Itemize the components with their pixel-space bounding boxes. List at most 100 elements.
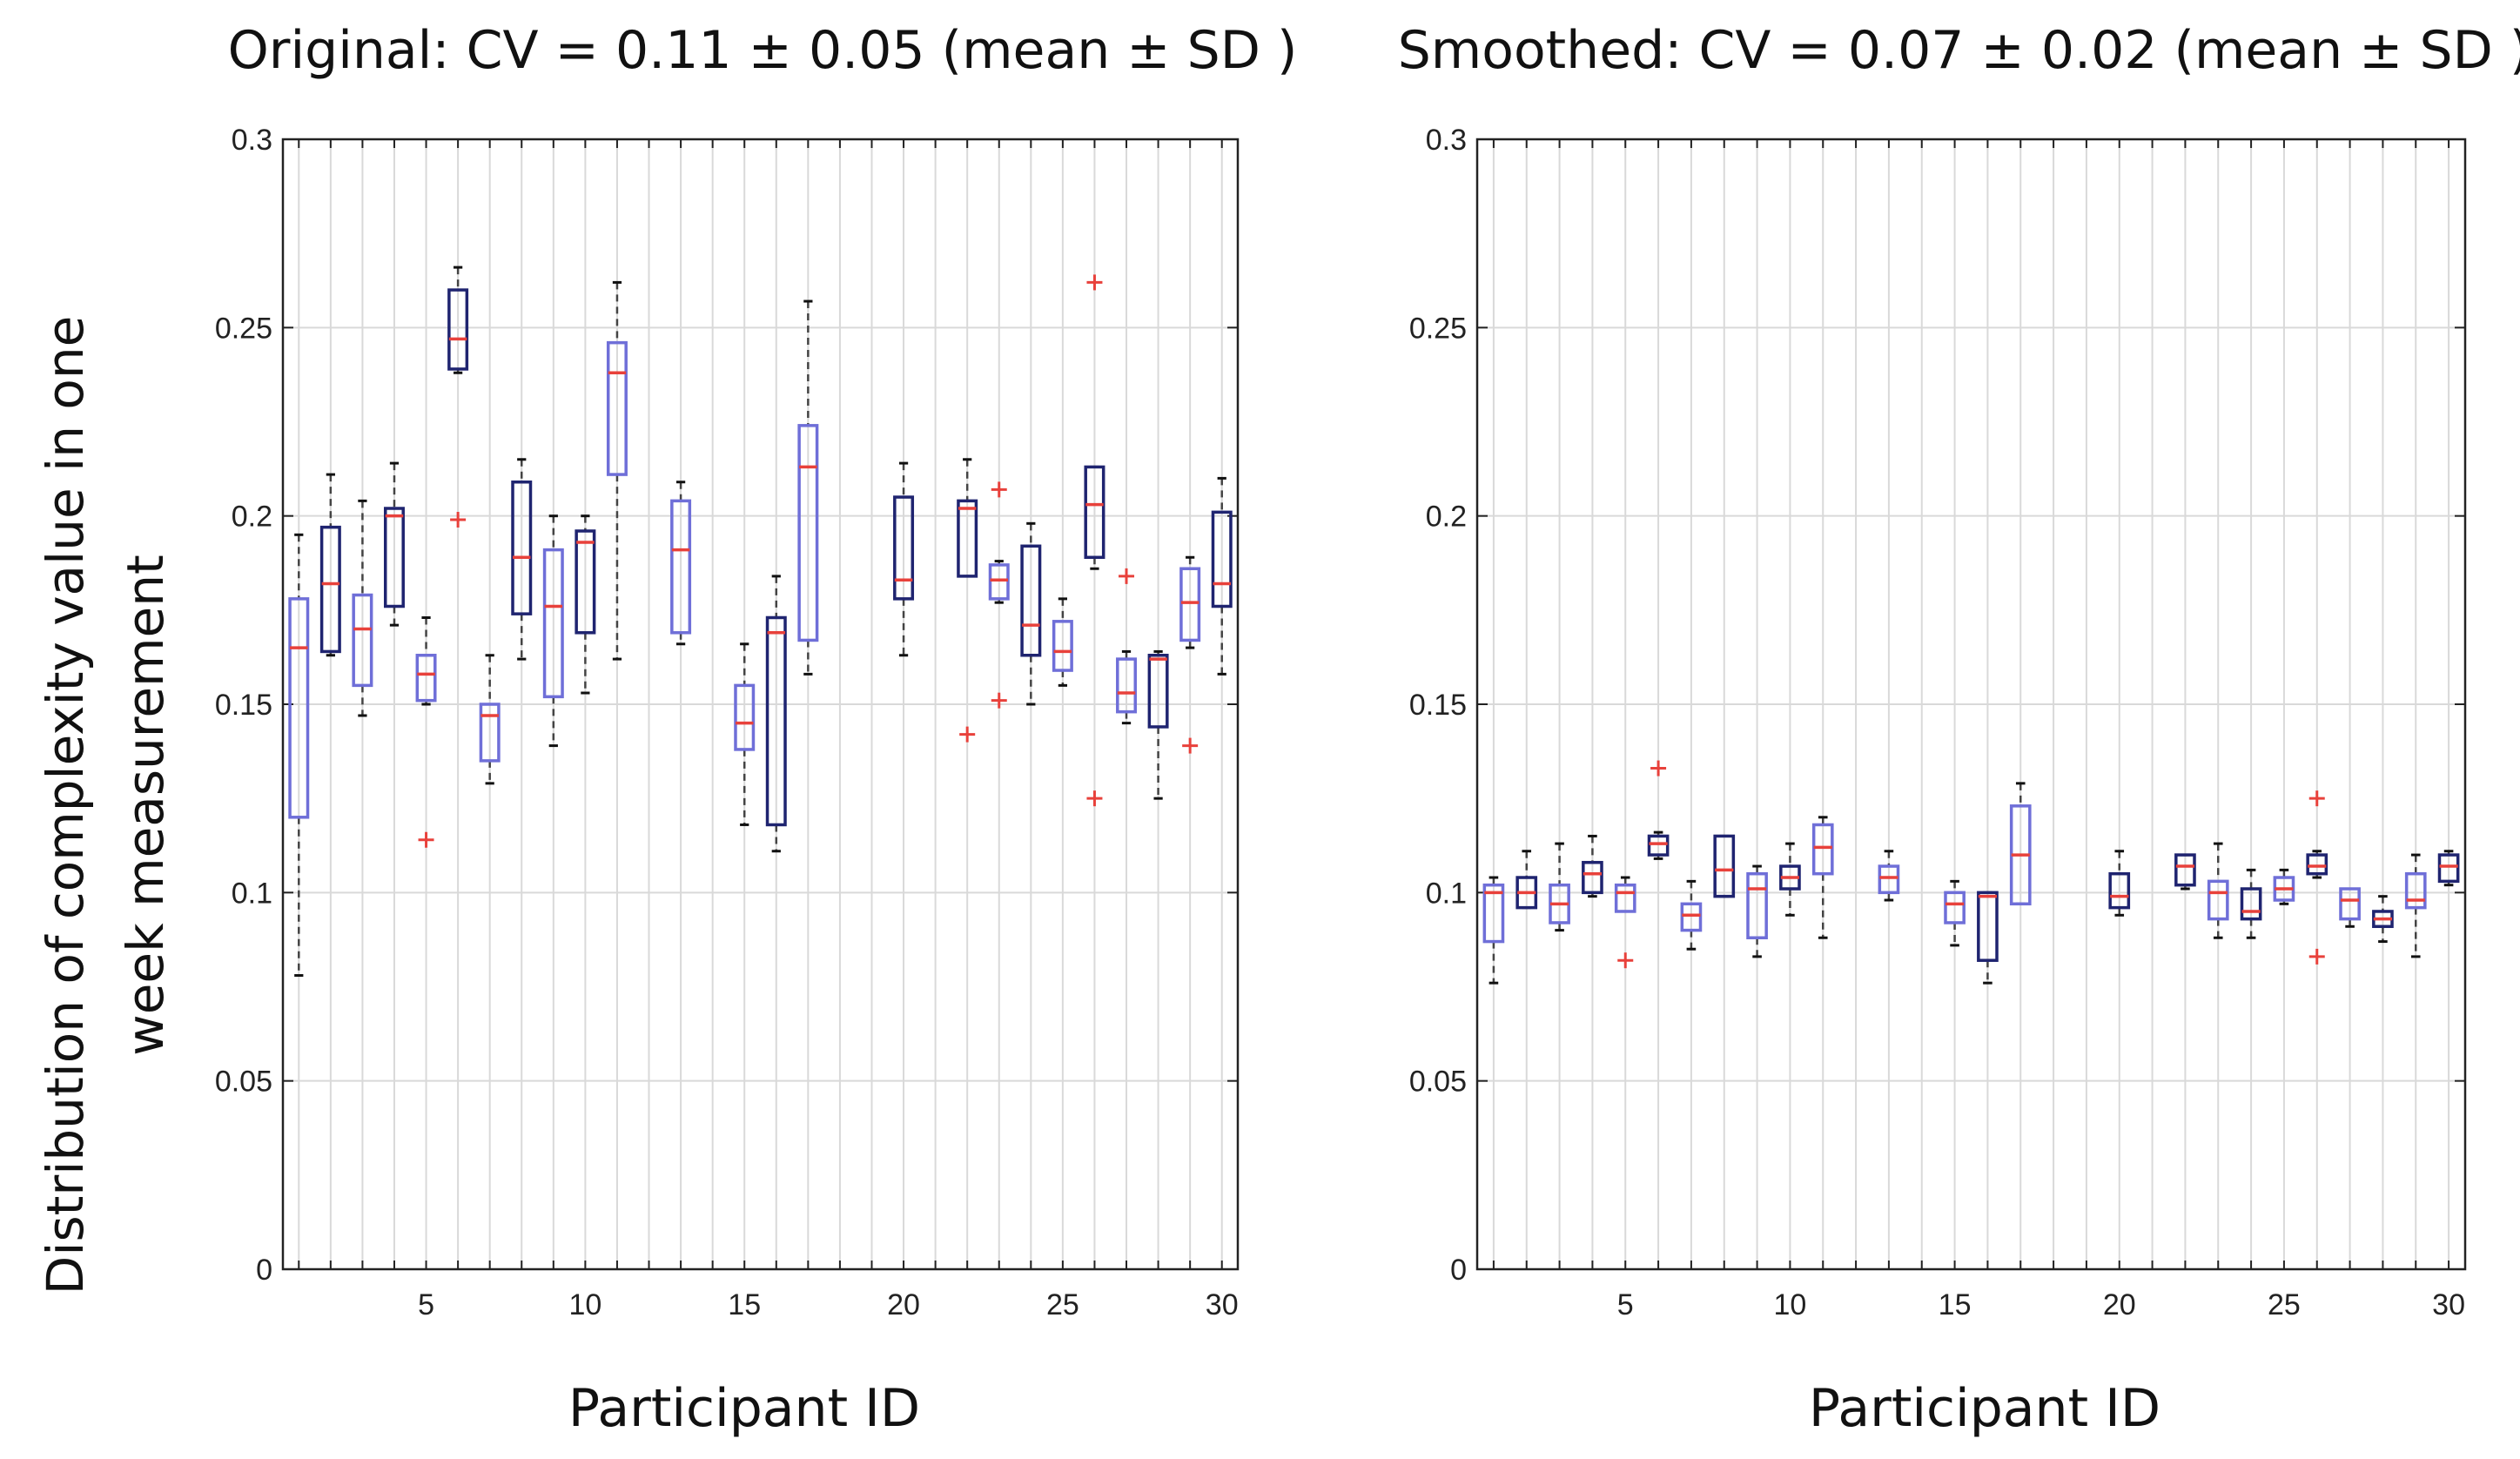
iqr-box (606, 340, 628, 476)
x-tick-label: 15 (728, 1288, 761, 1321)
outlier-marker (1119, 568, 1135, 584)
y-tick-label: 0.25 (1409, 312, 1467, 345)
box-participant-2 (1515, 850, 1538, 910)
box-participant-30 (1211, 476, 1233, 676)
iqr-box (1713, 834, 1736, 898)
iqr-box (1811, 823, 1834, 876)
box-participant-4 (1582, 834, 1603, 898)
box-participant-2 (319, 473, 341, 657)
box-participant-5 (415, 615, 437, 848)
box-participant-13 (670, 481, 692, 646)
outlier-marker (2308, 790, 2325, 807)
x-tick-label: 30 (1206, 1288, 1239, 1321)
y-tick-label: 0.2 (1426, 501, 1467, 534)
box-participant-26 (2306, 790, 2328, 965)
x-tick-label: 20 (887, 1288, 920, 1321)
iqr-box (288, 597, 310, 819)
outlier-marker (959, 726, 976, 743)
box-participant-29 (1179, 555, 1201, 754)
iqr-box (2339, 887, 2361, 921)
plot-area-original: 0 0.05 0.1 0.15 0.2 0.25 0.3 5 10 15 20 25 30 (215, 124, 1240, 1321)
box-participant-27 (1116, 568, 1138, 725)
iqr-box (415, 654, 437, 703)
y-tick-label: 0.15 (1409, 689, 1467, 722)
box-participant-27 (2339, 887, 2361, 928)
iqr-box (542, 548, 564, 699)
outlier-marker (418, 831, 434, 848)
box-participant-10 (1779, 842, 1801, 917)
box-participant-23 (2207, 842, 2229, 939)
box-participant-5 (1614, 876, 1636, 969)
box-participant-9 (542, 514, 564, 748)
iqr-box (2306, 853, 2328, 876)
iqr-box (1179, 567, 1201, 642)
x-tick-label: 30 (2432, 1288, 2465, 1321)
box-participant-16 (765, 575, 787, 853)
box-participant-22 (957, 458, 978, 743)
iqr-box (957, 499, 978, 578)
iqr-box (2437, 853, 2460, 884)
box-participant-6 (1647, 760, 1670, 860)
iqr-box (765, 615, 787, 827)
box-participant-11 (606, 280, 628, 661)
iqr-box (2207, 879, 2229, 921)
box-participant-6 (447, 266, 469, 528)
box-participant-7 (479, 654, 501, 785)
box-participant-23 (988, 481, 1010, 709)
outlier-marker (1650, 760, 1667, 777)
x-axis-label-original: Participant ID (568, 1378, 920, 1439)
iqr-box (1977, 891, 1999, 962)
x-tick-label: 25 (2268, 1288, 2301, 1321)
iqr-box (352, 593, 373, 688)
box-participant-3 (1549, 842, 1570, 932)
box-participant-20 (2108, 850, 2131, 917)
box-participant-28 (1147, 649, 1169, 800)
chart-original: Original: CV = 0.11 ± 0.05 (mean ± SD ) … (36, 20, 1297, 1439)
y-tick-label: 0.05 (1409, 1066, 1467, 1099)
iqr-box (447, 288, 469, 371)
iqr-box (1647, 834, 1670, 857)
iqr-box (670, 499, 692, 635)
iqr-box (2108, 871, 2131, 910)
iqr-box (2240, 887, 2262, 921)
iqr-box (1147, 654, 1169, 729)
y-tick-label: 0.15 (215, 689, 272, 722)
y-tick-label: 0.2 (232, 501, 272, 534)
box-participant-15 (1944, 879, 1966, 947)
box-participant-8 (1713, 834, 1736, 898)
box-participant-30 (2437, 850, 2460, 887)
iqr-box (1116, 657, 1138, 714)
x-axis-label-smoothed: Participant ID (1809, 1378, 2160, 1439)
box-participant-11 (1811, 816, 1834, 939)
plot-area-smoothed: 0 0.05 0.1 0.15 0.2 0.25 0.3 5 10 15 20 25 30 (1409, 124, 2467, 1321)
box-participant-16 (1977, 891, 1999, 985)
iqr-box (734, 683, 756, 751)
iqr-box (1482, 883, 1505, 944)
iqr-box (1680, 902, 1703, 932)
iqr-box (383, 507, 405, 608)
y-axis-label-line-1: Distribution of complexity value in one (36, 316, 95, 1295)
iqr-box (1084, 465, 1105, 560)
box-participant-22 (2174, 853, 2196, 891)
iqr-box (511, 480, 533, 615)
iqr-box (988, 563, 1010, 601)
box-participant-7 (1680, 879, 1703, 951)
x-tick-label: 10 (1774, 1288, 1807, 1321)
iqr-box (1211, 510, 1233, 608)
iqr-box (1614, 883, 1636, 913)
box-participant-25 (1052, 597, 1073, 687)
box-participant-17 (2009, 782, 2032, 906)
x-tick-label: 10 (568, 1288, 601, 1321)
outlier-marker (1182, 737, 1199, 754)
box-participant-4 (383, 461, 405, 627)
box-participant-25 (2273, 868, 2295, 905)
chart-title-original: Original: CV = 0.11 ± 0.05 (mean ± SD ) (228, 20, 1298, 81)
box-participant-29 (2404, 853, 2427, 958)
iqr-box (1052, 620, 1073, 672)
y-tick-label: 0 (1450, 1254, 1467, 1287)
y-tick-label: 0.1 (1426, 877, 1467, 910)
box-participant-20 (893, 461, 915, 657)
outlier-marker (1617, 952, 1634, 969)
box-participant-3 (352, 499, 373, 717)
